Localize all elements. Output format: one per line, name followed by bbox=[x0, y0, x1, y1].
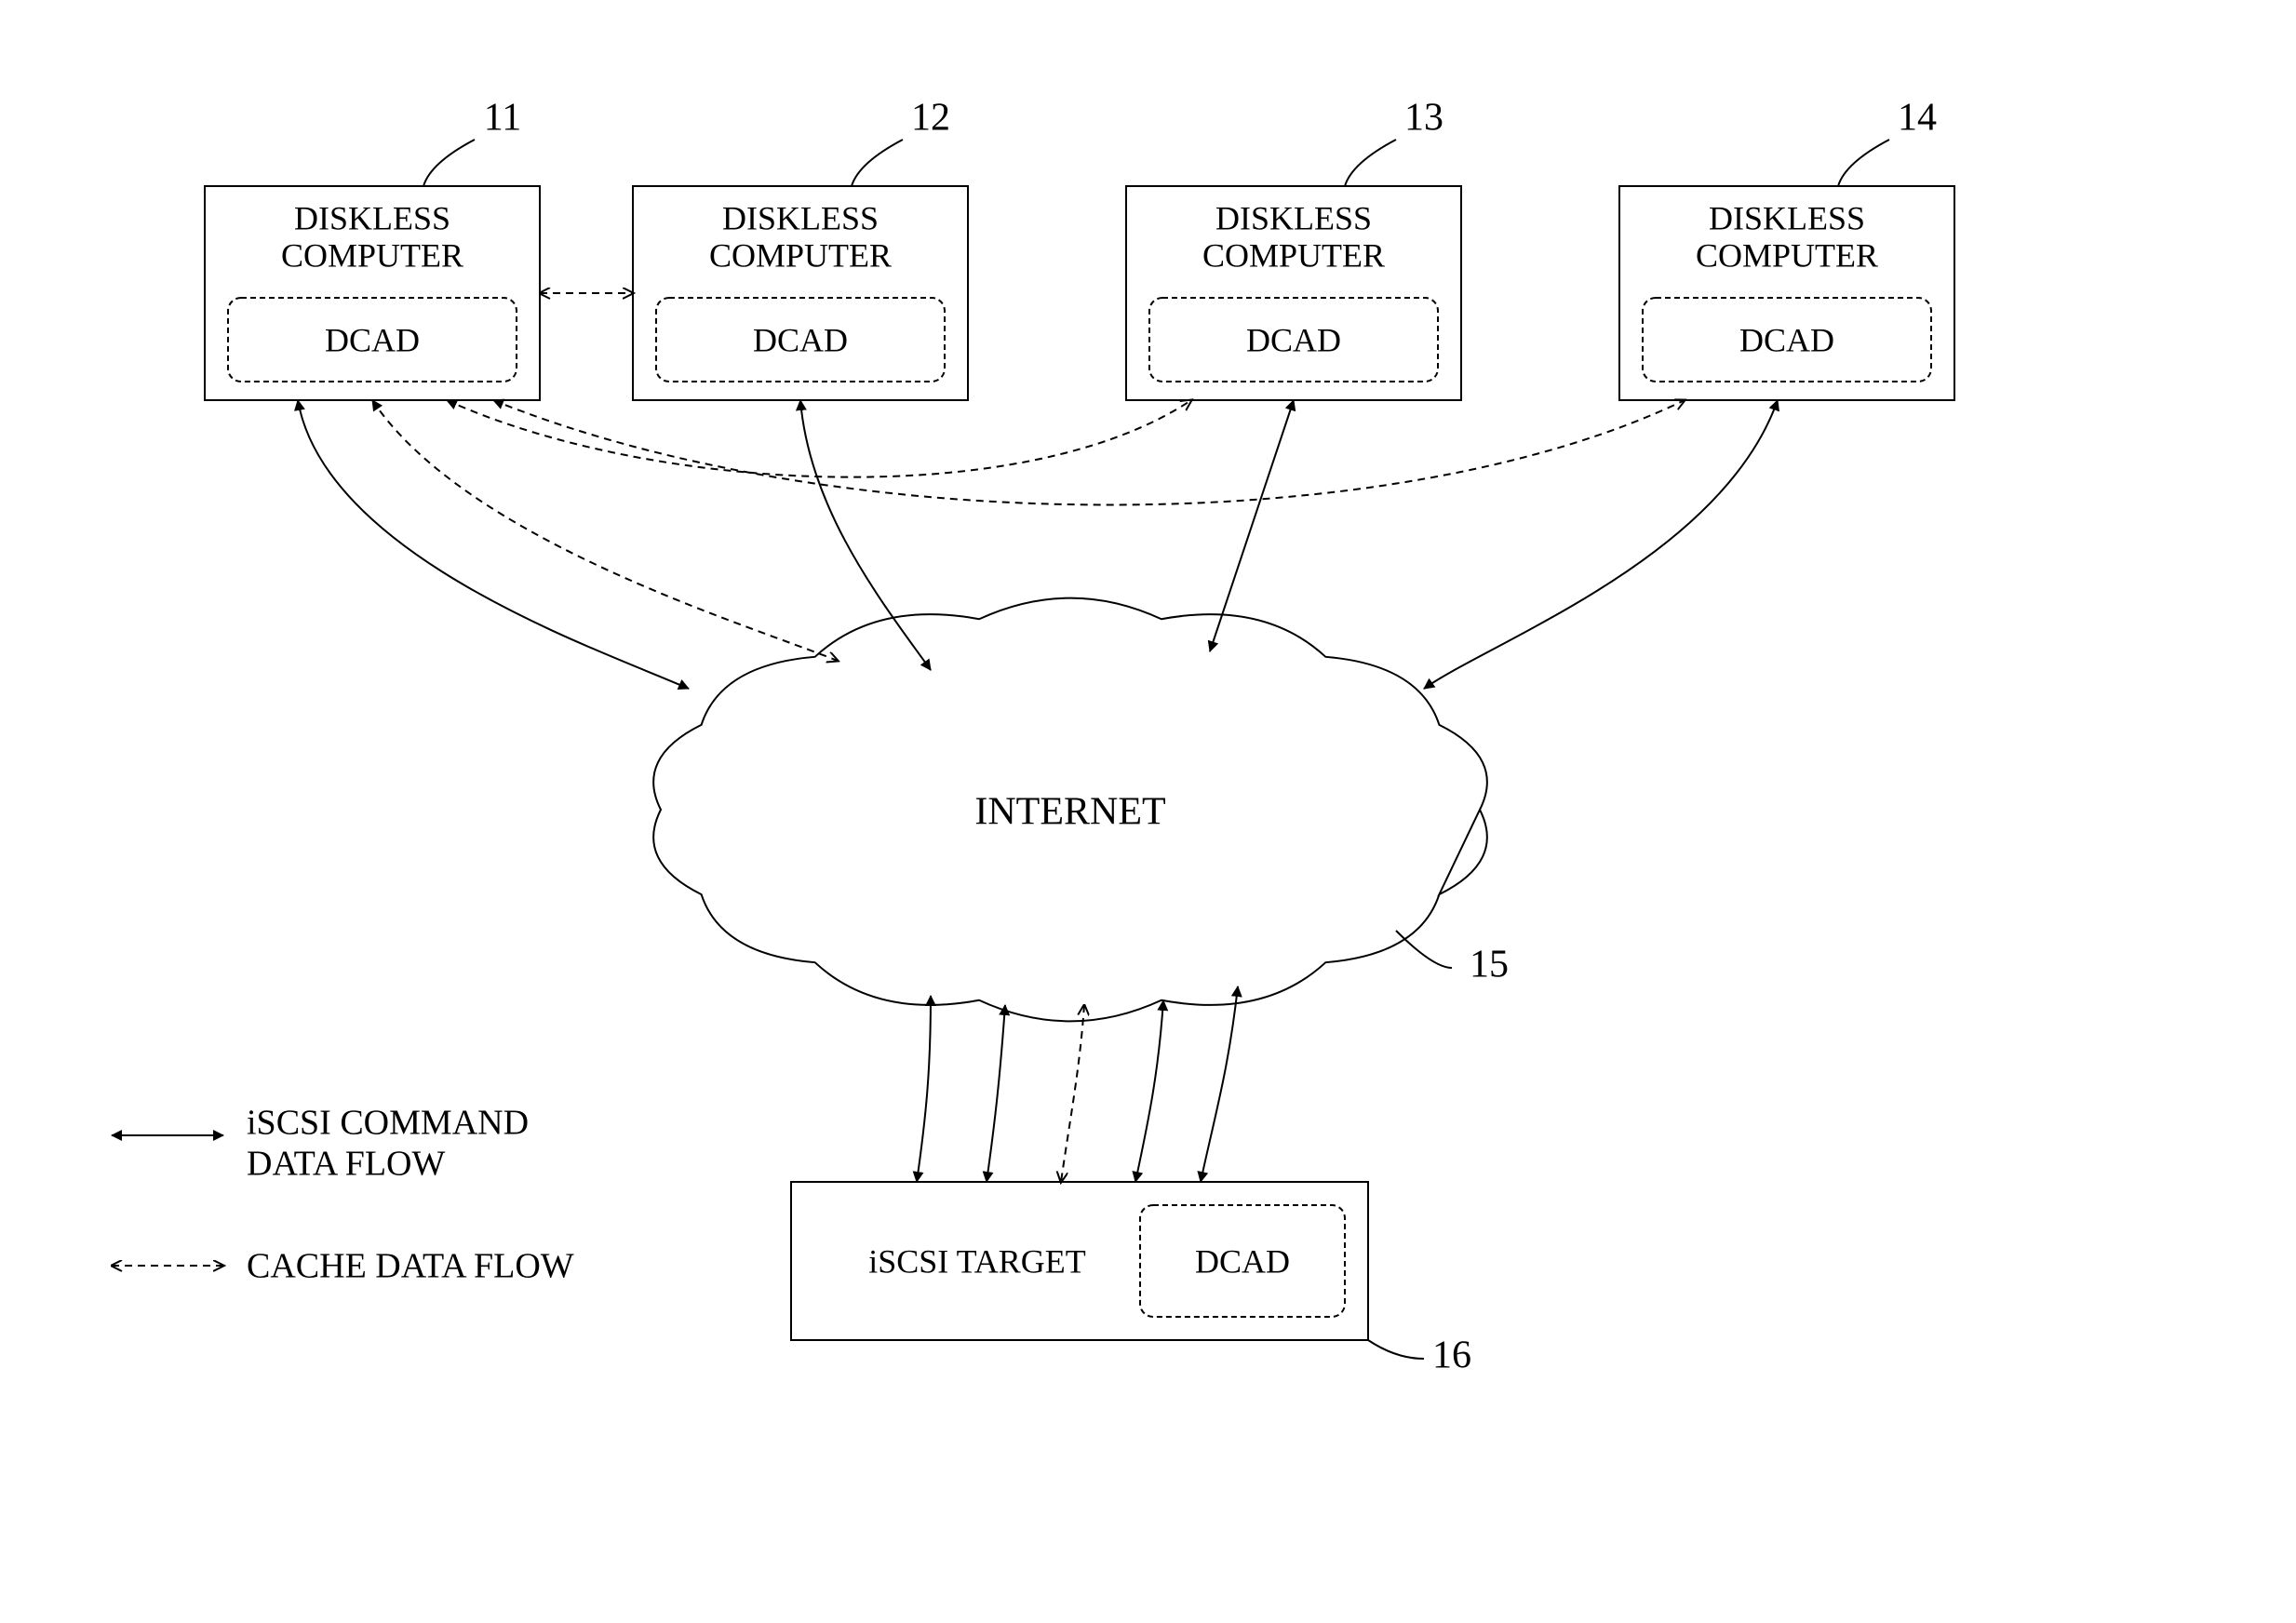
cache-flow bbox=[493, 400, 1685, 505]
iscsi-flow bbox=[987, 1005, 1005, 1182]
svg-text:13: 13 bbox=[1404, 97, 1443, 140]
svg-text:14: 14 bbox=[1898, 97, 1937, 140]
legend bbox=[112, 1135, 223, 1266]
iscsi-flow bbox=[298, 400, 689, 689]
iscsi-flow bbox=[1201, 986, 1238, 1182]
svg-text:CACHE DATA FLOW: CACHE DATA FLOW bbox=[247, 1247, 574, 1286]
svg-text:DCAD: DCAD bbox=[1195, 1242, 1290, 1280]
svg-text:COMPUTER: COMPUTER bbox=[281, 236, 463, 274]
svg-text:DATA FLOW: DATA FLOW bbox=[247, 1145, 445, 1184]
svg-text:DCAD: DCAD bbox=[1246, 321, 1341, 358]
svg-text:DISKLESS: DISKLESS bbox=[722, 199, 879, 236]
iscsi-flow bbox=[1135, 1000, 1163, 1182]
svg-text:iSCSI TARGET: iSCSI TARGET bbox=[868, 1242, 1086, 1280]
svg-text:DISKLESS: DISKLESS bbox=[294, 199, 450, 236]
svg-text:DCAD: DCAD bbox=[1739, 321, 1834, 358]
svg-text:12: 12 bbox=[911, 97, 950, 140]
svg-text:iSCSI COMMAND: iSCSI COMMAND bbox=[247, 1104, 529, 1143]
svg-text:DISKLESS: DISKLESS bbox=[1215, 199, 1372, 236]
svg-text:COMPUTER: COMPUTER bbox=[709, 236, 892, 274]
iscsi-flow bbox=[917, 996, 931, 1182]
iscsi-flow bbox=[1210, 400, 1294, 651]
svg-text:DCAD: DCAD bbox=[753, 321, 848, 358]
svg-text:DCAD: DCAD bbox=[325, 321, 420, 358]
cache-flow bbox=[447, 400, 1191, 477]
svg-text:INTERNET: INTERNET bbox=[974, 791, 1165, 834]
svg-text:15: 15 bbox=[1470, 944, 1509, 986]
iscsi-flow bbox=[1424, 400, 1778, 689]
svg-text:COMPUTER: COMPUTER bbox=[1696, 236, 1878, 274]
svg-text:DISKLESS: DISKLESS bbox=[1709, 199, 1865, 236]
cache-flow bbox=[1061, 1005, 1084, 1182]
svg-text:COMPUTER: COMPUTER bbox=[1202, 236, 1385, 274]
svg-text:11: 11 bbox=[484, 97, 521, 140]
svg-text:16: 16 bbox=[1432, 1335, 1471, 1377]
